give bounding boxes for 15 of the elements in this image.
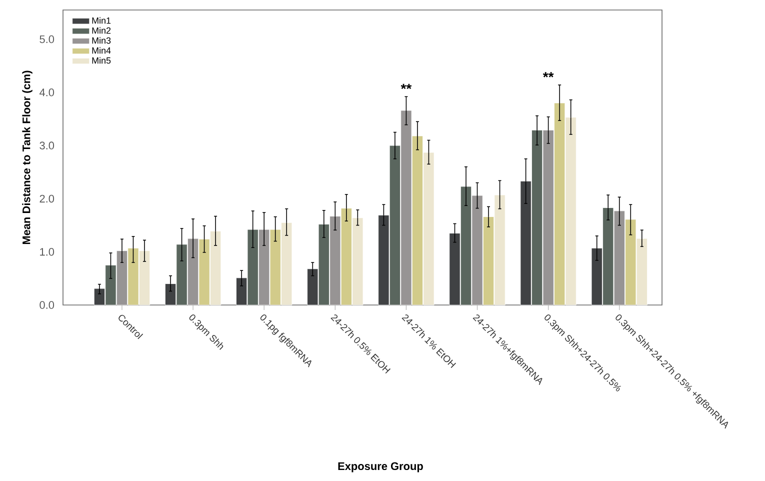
annotation: ** (542, 72, 554, 78)
y-tick-label: 3.0 (40, 142, 54, 150)
legend-label: Min3 (92, 37, 111, 44)
y-tick-label: 5.0 (40, 35, 54, 44)
legend-label: Min2 (92, 27, 111, 34)
legend-label: Min4 (92, 47, 111, 54)
y-tick-label: 0.0 (40, 301, 54, 309)
legend-label: Min5 (92, 57, 111, 64)
y-axis-title: Mean Distance to Tank Floor (cm) (22, 70, 32, 244)
y-tick-label: 1.0 (40, 248, 54, 256)
y-tick-label: 2.0 (40, 194, 54, 203)
x-axis-title: Exposure Group (338, 462, 423, 472)
legend-label: Min1 (92, 17, 111, 24)
y-tick-label: 4.0 (39, 88, 54, 96)
annotation: ** (400, 84, 412, 90)
